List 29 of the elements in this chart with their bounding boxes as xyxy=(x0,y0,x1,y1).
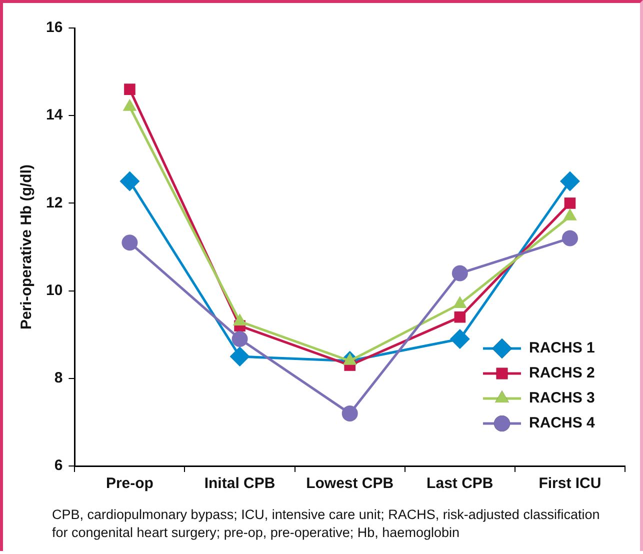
y-axis-title: Peri-operative Hb (g/dl) xyxy=(18,164,36,330)
x-tick-label: Lowest CPB xyxy=(306,475,394,492)
y-tick-label: 16 xyxy=(46,19,63,36)
point xyxy=(232,330,248,347)
point xyxy=(230,346,250,366)
point xyxy=(450,328,470,349)
point xyxy=(452,265,468,282)
y-tick-label: 10 xyxy=(46,282,63,299)
point xyxy=(342,405,358,422)
y-tick-label: 14 xyxy=(46,106,64,124)
point xyxy=(560,171,580,192)
point xyxy=(454,311,466,323)
legend-label: RACHS 2 xyxy=(529,364,595,382)
legend-label: RACHS 3 xyxy=(529,390,595,407)
point xyxy=(562,230,578,246)
x-tick-label: Pre-op xyxy=(106,475,154,492)
legend-label: RACHS 1 xyxy=(529,340,595,357)
point xyxy=(564,198,576,209)
y-tick-label: 8 xyxy=(54,370,63,387)
x-tick-label: First ICU xyxy=(538,475,602,492)
point xyxy=(120,171,140,192)
x-tick-label: Inital CPB xyxy=(204,475,276,492)
y-tick-label: 12 xyxy=(46,194,63,212)
text: CPB, cardiopulmonary bypass; ICU, intensive care unit; RACHS, risk-adjusted classification for congenital heart surgery; pre-op, pre-operative; Hb, haemoglobin xyxy=(52,506,601,542)
point xyxy=(124,84,136,95)
y-tick-label: 6 xyxy=(54,457,63,474)
legend-label: RACHS 4 xyxy=(529,414,596,432)
point xyxy=(122,234,138,251)
x-tick-label: Last CPB xyxy=(426,475,494,492)
